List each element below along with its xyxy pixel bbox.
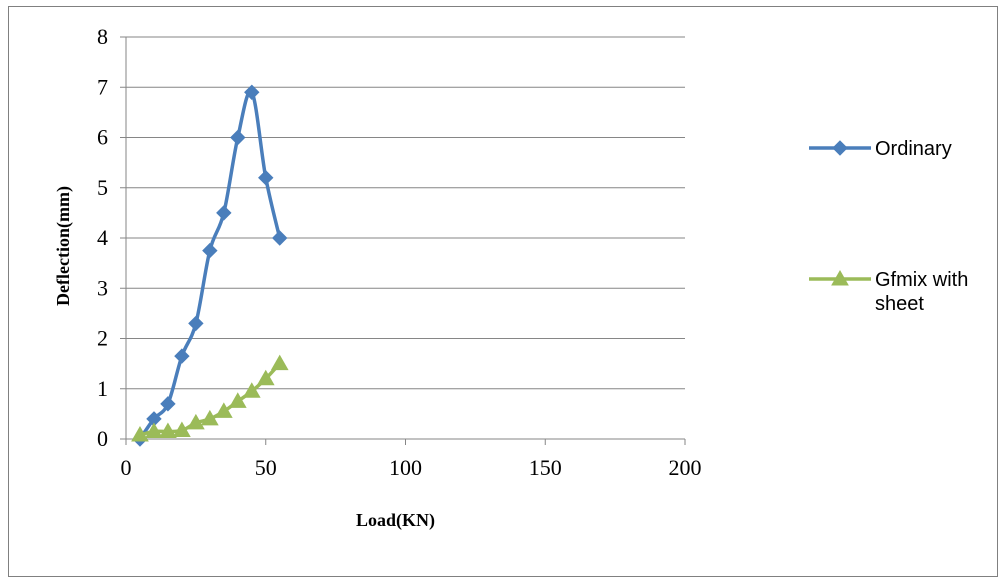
y-tick-label: 6 bbox=[97, 125, 108, 150]
data-point bbox=[244, 84, 260, 100]
legend-label-line: Ordinary bbox=[875, 138, 952, 160]
x-tick-label: 150 bbox=[529, 455, 562, 480]
series-gfmix-with-sheet bbox=[131, 354, 289, 442]
data-series bbox=[131, 84, 289, 447]
data-point bbox=[174, 348, 190, 364]
y-tick-label: 4 bbox=[97, 225, 108, 250]
legend-item: Gfmix with sheet bbox=[809, 269, 968, 315]
chart-frame: 0 1 2 3 4 5 6 7 8 0 50 100 150 200 Load(KN) Deflectio… bbox=[8, 6, 998, 577]
y-tick-label: 2 bbox=[97, 326, 108, 351]
data-point bbox=[228, 392, 247, 408]
legend-label-line: Gfmix with bbox=[875, 269, 968, 291]
legend: Ordinary Gfmix with sheet bbox=[809, 138, 968, 315]
data-point bbox=[159, 422, 177, 438]
data-point bbox=[160, 396, 176, 412]
data-point bbox=[214, 402, 233, 418]
legend-marker bbox=[831, 269, 849, 286]
data-point bbox=[270, 354, 289, 371]
legend-label-line: sheet bbox=[875, 293, 924, 315]
data-point bbox=[200, 409, 219, 426]
y-tick-label: 7 bbox=[97, 74, 108, 99]
y-tick-label: 8 bbox=[97, 24, 108, 49]
x-tick-label: 100 bbox=[389, 455, 422, 480]
y-axis-title: Deflection(mm) bbox=[53, 186, 74, 306]
y-tick-label: 5 bbox=[97, 175, 108, 200]
legend-label: Gfmix with sheet bbox=[875, 269, 968, 315]
data-point bbox=[173, 421, 191, 437]
x-axis-title: Load(KN) bbox=[356, 510, 435, 531]
data-point bbox=[187, 413, 205, 430]
data-point bbox=[242, 382, 261, 398]
data-point bbox=[188, 315, 204, 332]
data-point bbox=[131, 425, 149, 442]
data-point bbox=[256, 369, 275, 386]
tick-labels: 0 1 2 3 4 5 6 7 8 0 50 100 150 200 bbox=[97, 24, 702, 480]
legend-marker bbox=[832, 140, 848, 156]
y-tick-label: 0 bbox=[97, 426, 108, 451]
y-tick-label: 3 bbox=[97, 275, 108, 300]
data-point bbox=[258, 169, 274, 186]
data-point bbox=[202, 242, 218, 259]
x-tick-label: 200 bbox=[669, 455, 702, 480]
x-tick-label: 50 bbox=[255, 455, 277, 480]
y-tick-label: 1 bbox=[97, 376, 108, 401]
axes bbox=[120, 36, 686, 445]
x-tick-label: 0 bbox=[121, 455, 132, 480]
legend-item: Ordinary bbox=[809, 138, 952, 160]
data-point bbox=[230, 129, 246, 146]
data-point bbox=[145, 422, 163, 438]
series-ordinary bbox=[132, 84, 288, 447]
legend-label: Ordinary bbox=[875, 138, 952, 160]
data-point bbox=[216, 205, 232, 221]
data-point bbox=[272, 230, 288, 246]
line-chart: 0 1 2 3 4 5 6 7 8 0 50 100 150 200 Load(KN) Deflectio… bbox=[53, 24, 968, 531]
gridlines bbox=[126, 36, 685, 390]
